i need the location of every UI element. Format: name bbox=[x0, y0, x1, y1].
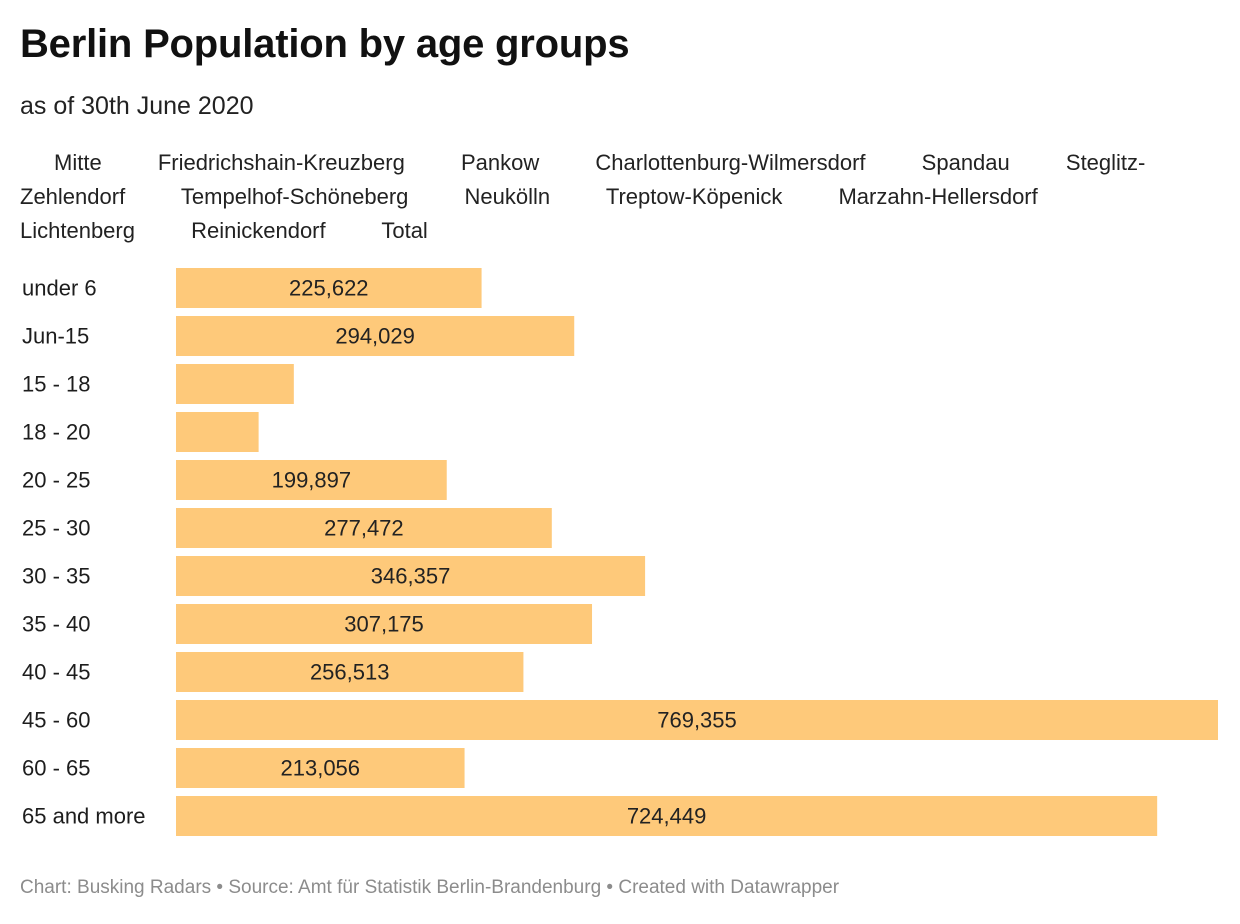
bar-jun-15[interactable] bbox=[176, 316, 575, 356]
category-label-18-20: 18 - 20 bbox=[22, 420, 91, 445]
category-label-30-35: 30 - 35 bbox=[22, 564, 91, 589]
bar-35-40[interactable] bbox=[176, 604, 593, 644]
chart-title: Berlin Population by age groups bbox=[20, 22, 630, 66]
legend-item-mitte[interactable]: Mitte bbox=[54, 150, 102, 175]
legend-item-marzahn-hellersdorf[interactable]: Marzahn-Hellersdorf bbox=[838, 184, 1038, 209]
value-label-40-45: 256,513 bbox=[310, 660, 390, 685]
value-label-60-65: 213,056 bbox=[281, 756, 361, 781]
legend-item-treptow-koepenick[interactable]: Treptow-Köpenick bbox=[605, 184, 783, 209]
category-label-jun-15: Jun-15 bbox=[22, 324, 89, 349]
category-label-40-45: 40 - 45 bbox=[22, 660, 91, 685]
legend-item-tempelhof-schoeneberg[interactable]: Tempelhof-Schöneberg bbox=[180, 184, 409, 209]
legend-item-lichtenberg[interactable]: Lichtenberg bbox=[20, 218, 135, 243]
category-label-15-18: 15 - 18 bbox=[22, 372, 91, 397]
value-label-under-6: 225,622 bbox=[289, 276, 369, 301]
value-label-65-and-more: 724,449 bbox=[627, 804, 707, 829]
chart-footer: Chart: Busking Radars • Source: Amt für … bbox=[20, 877, 840, 898]
value-label-45-60: 769,355 bbox=[657, 708, 737, 733]
category-label-45-60: 45 - 60 bbox=[22, 708, 91, 733]
legend-item-neukoelln[interactable]: Neukölln bbox=[464, 184, 551, 209]
value-label-20-25: 199,897 bbox=[272, 468, 352, 493]
legend-item-reinickendorf[interactable]: Reinickendorf bbox=[191, 218, 326, 243]
bar-45-60[interactable] bbox=[176, 700, 1218, 740]
category-label-under-6: under 6 bbox=[22, 276, 97, 301]
category-label-60-65: 60 - 65 bbox=[22, 756, 91, 781]
legend-item-steglitz-zehlendorf[interactable]: Steglitz-Zehlendorf bbox=[20, 150, 1146, 209]
bar-18-20[interactable] bbox=[176, 412, 259, 452]
legend-item-spandau[interactable]: Spandau bbox=[921, 150, 1010, 175]
bar-15-18[interactable] bbox=[176, 364, 294, 404]
value-label-25-30: 277,472 bbox=[324, 516, 404, 541]
bar-40-45[interactable] bbox=[176, 652, 524, 692]
bar-60-65[interactable] bbox=[176, 748, 465, 788]
value-label-30-35: 346,357 bbox=[371, 564, 451, 589]
category-label-25-30: 25 - 30 bbox=[22, 516, 91, 541]
legend-item-charlottenburg-wilmersdorf[interactable]: Charlottenburg-Wilmersdorf bbox=[595, 150, 866, 175]
legend-item-total[interactable]: Total bbox=[381, 218, 428, 243]
bar-25-30[interactable] bbox=[176, 508, 552, 548]
bar-30-35[interactable] bbox=[176, 556, 646, 596]
legend-item-friedrichshain-kreuzberg[interactable]: Friedrichshain-Kreuzberg bbox=[157, 150, 405, 175]
bar-65-and-more[interactable] bbox=[176, 796, 1158, 836]
legend-item-pankow[interactable]: Pankow bbox=[460, 150, 540, 175]
value-label-35-40: 307,175 bbox=[344, 612, 424, 637]
chart-subtitle: as of 30th June 2020 bbox=[20, 92, 254, 120]
bar-under-6[interactable] bbox=[176, 268, 482, 308]
category-label-35-40: 35 - 40 bbox=[22, 612, 91, 637]
bar-20-25[interactable] bbox=[176, 460, 447, 500]
value-label-jun-15: 294,029 bbox=[335, 324, 415, 349]
category-label-20-25: 20 - 25 bbox=[22, 468, 91, 493]
legend: Mitte Friedrichshain-Kreuzberg Pankow Ch… bbox=[20, 146, 1220, 248]
category-label-65-and-more: 65 and more bbox=[22, 804, 146, 829]
